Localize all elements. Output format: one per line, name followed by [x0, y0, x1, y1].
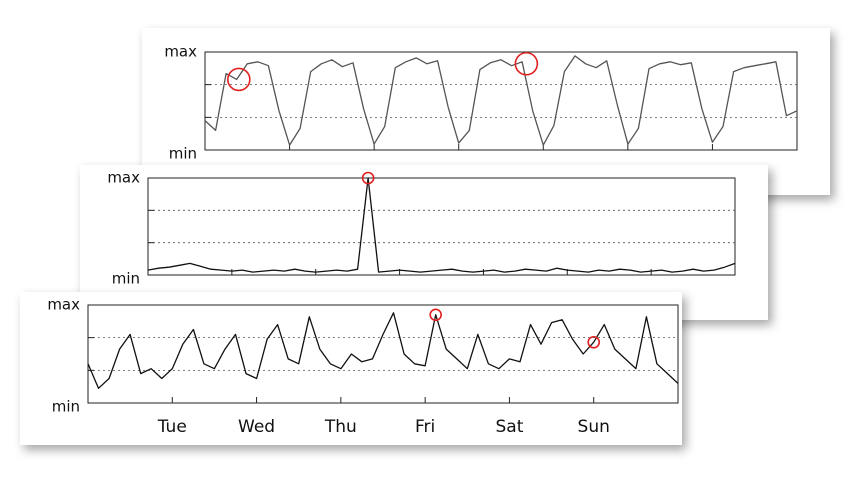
highlight-circle: [587, 335, 601, 349]
data-line: [204, 55, 798, 146]
data-line: [87, 312, 679, 389]
panel: [20, 292, 682, 445]
x-tick-label: Tue: [157, 417, 187, 437]
highlight-circle: [429, 308, 442, 322]
y-tick-label: min: [52, 398, 80, 416]
highlight-circle: [514, 51, 539, 76]
x-tick-label: Thu: [324, 417, 357, 437]
plot-frame: [204, 51, 798, 151]
x-tick-label: Fri: [415, 417, 435, 437]
y-tick-label: max: [164, 43, 197, 61]
data-line: [147, 177, 736, 273]
x-tick-label: Sun: [578, 417, 610, 437]
y-tick-label: max: [107, 169, 140, 187]
plot-frame: [147, 177, 736, 276]
y-tick-label: min: [112, 270, 140, 288]
x-tick-label: Sat: [495, 417, 523, 437]
y-tick-label: max: [47, 296, 80, 314]
plot-frame: [87, 304, 679, 404]
x-tick-label: Wed: [238, 417, 275, 437]
highlight-circle: [227, 67, 251, 92]
y-tick-label: min: [169, 145, 197, 163]
highlight-circle: [361, 171, 375, 185]
